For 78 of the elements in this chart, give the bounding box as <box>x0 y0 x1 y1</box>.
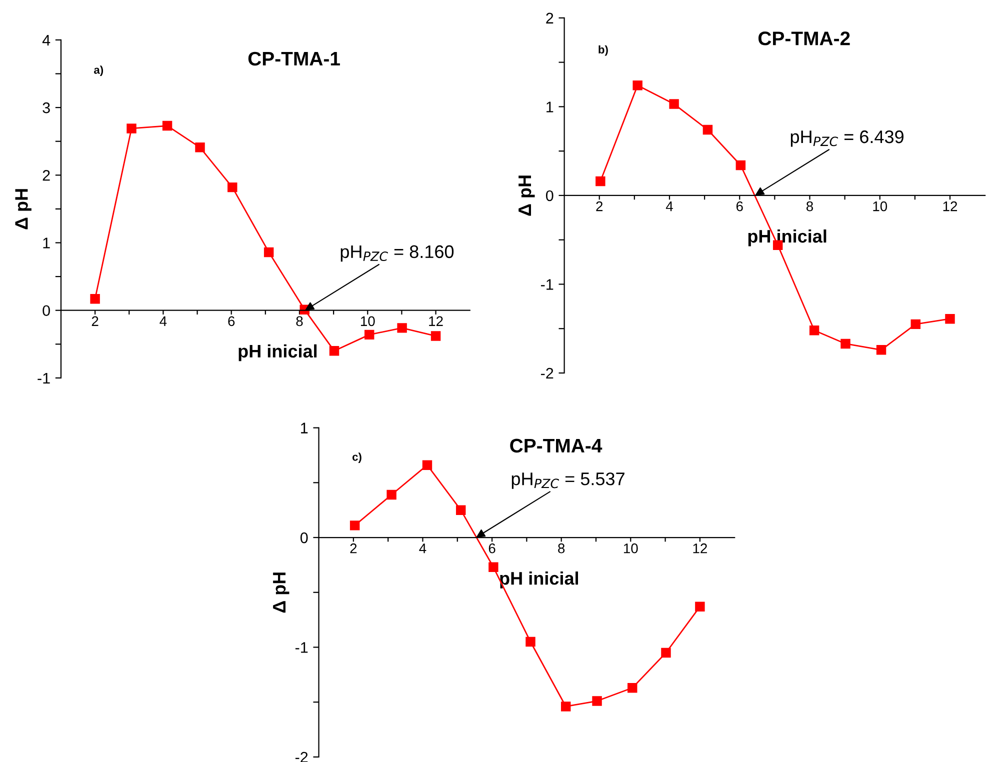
x-tick-label: 6 <box>736 201 743 212</box>
y-tick-label: 2 <box>42 170 50 181</box>
x-tick-label: 2 <box>92 316 98 326</box>
annotation: pH$_{PZC}$ = 6.439 <box>790 130 904 147</box>
y-tick-label: 1 <box>546 102 554 112</box>
point <box>364 330 374 340</box>
point <box>945 314 955 324</box>
point <box>702 124 713 135</box>
y-tick-label: 0 <box>546 190 554 202</box>
point <box>840 338 850 349</box>
point <box>876 345 886 355</box>
x-tick-label: 12 <box>429 316 443 326</box>
annotation: b) <box>598 45 608 56</box>
x-tick-label: 12 <box>693 543 707 554</box>
point <box>126 124 136 134</box>
point <box>386 490 396 500</box>
y-tick-label: 1 <box>301 422 308 434</box>
point <box>695 602 705 612</box>
point <box>669 99 679 109</box>
annotation: c) <box>352 452 362 464</box>
y-tick-label: -1 <box>540 279 554 290</box>
point <box>329 346 340 356</box>
x-tick-label: 4 <box>666 202 673 212</box>
y-axis-title: Δ pH <box>15 189 32 230</box>
point <box>228 182 238 192</box>
y-axis-title: Δ pH <box>518 176 535 216</box>
point <box>910 319 920 330</box>
x-axis-title: pH inicial <box>238 344 317 362</box>
x-tick-label: 12 <box>943 201 958 212</box>
y-tick-label: 0 <box>42 305 50 316</box>
chart-title: CP-TMA-1 <box>248 52 340 66</box>
y-axis-title: Δ pH <box>273 572 290 613</box>
point <box>592 696 602 706</box>
point <box>264 247 274 258</box>
y-tick-label: 2 <box>546 12 554 24</box>
x-tick-label: 2 <box>350 543 357 554</box>
x-tick-label: 8 <box>296 316 303 326</box>
point <box>90 294 100 304</box>
point <box>809 326 820 336</box>
point <box>162 120 172 131</box>
point <box>456 505 466 515</box>
x-tick-label: 10 <box>360 316 375 326</box>
y-tick-label: 0 <box>300 532 308 544</box>
point <box>661 648 671 658</box>
y-tick-label: -2 <box>540 368 554 379</box>
annotation: pH$_{PZC}$ = 8.160 <box>340 245 454 262</box>
y-tick-label: 4 <box>42 34 50 46</box>
point <box>397 323 407 333</box>
x-tick-label: 6 <box>228 316 235 326</box>
point <box>632 80 642 90</box>
text: CP-TMA-2 <box>758 32 850 46</box>
x-tick-label: 10 <box>873 201 888 212</box>
point <box>628 682 638 693</box>
x-axis-title: pH inicial <box>500 572 578 588</box>
y-tick-label: 1 <box>43 238 50 248</box>
x-tick-label: 4 <box>160 316 167 326</box>
point <box>596 176 606 186</box>
point <box>195 142 205 152</box>
point <box>526 636 536 647</box>
annotation: pH$_{PZC}$ = 5.537 <box>512 472 624 489</box>
chart-title: CP-TMA-4 <box>510 438 602 453</box>
y-tick-label: 3 <box>42 102 50 114</box>
x-tick-label: 4 <box>419 544 426 554</box>
x-tick-label: 6 <box>488 543 496 554</box>
x-tick-label: 8 <box>806 201 813 212</box>
x-axis-title: pH inicial <box>748 229 826 246</box>
y-tick-label: -1 <box>38 372 50 384</box>
x-tick-label: 8 <box>558 543 565 554</box>
y-tick-label: -1 <box>295 642 308 653</box>
point <box>488 562 498 572</box>
point <box>736 160 746 170</box>
point <box>560 702 571 712</box>
point <box>422 460 432 470</box>
point <box>430 331 441 341</box>
annotation: a) <box>94 66 104 76</box>
x-tick-label: 10 <box>624 543 638 554</box>
x-tick-label: 2 <box>596 201 603 212</box>
point <box>350 520 360 530</box>
